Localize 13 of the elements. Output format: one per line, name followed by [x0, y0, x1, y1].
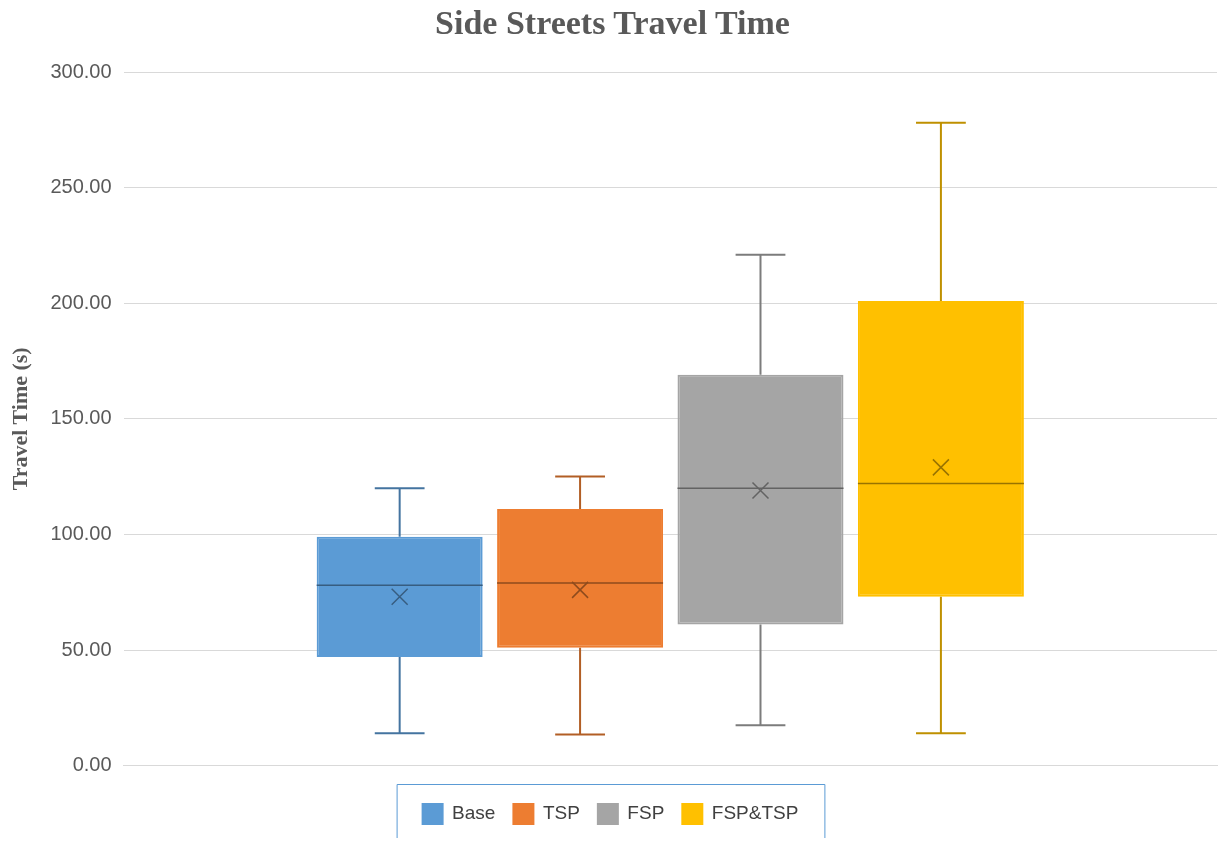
legend-label: FSP	[627, 802, 665, 824]
y-tick-label: 200.00	[50, 290, 112, 313]
y-tick-label: 250.00	[50, 175, 112, 198]
y-tick-label: 50.00	[61, 637, 112, 660]
y-tick-label: 100.00	[50, 521, 112, 544]
chart-title: Side Streets Travel Time	[434, 4, 791, 43]
y-tick-label: 150.00	[50, 406, 112, 429]
y-tick-label: 0.00	[72, 753, 112, 776]
legend-label: FSP&TSP	[711, 802, 799, 824]
y-axis-title: Travel Time (s)	[6, 347, 32, 491]
y-tick-label: 300.00	[50, 59, 112, 82]
legend-label: TSP	[542, 802, 580, 824]
legend-label: Base	[452, 802, 496, 824]
